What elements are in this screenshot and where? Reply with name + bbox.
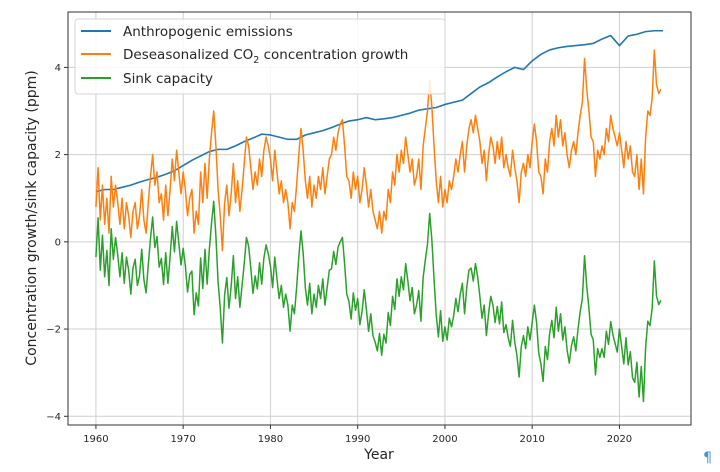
y-tick-label: 2: [55, 150, 61, 161]
axes-frame: [67, 11, 692, 426]
series-line-sink-capacity: [95, 200, 662, 403]
series-line-emissions: [95, 29, 664, 193]
x-tick-label: 1990: [345, 434, 370, 445]
x-tick-label: 1960: [83, 434, 108, 445]
pilcrow-mark: ¶: [703, 450, 712, 466]
y-tick-label: 0: [55, 237, 61, 248]
legend-label-co2-subscript: 2: [253, 55, 259, 66]
legend-label-co2-suffix: concentration growth: [259, 47, 408, 63]
x-tick-label: 2010: [519, 434, 544, 445]
legend: Anthropogenic emissions Deseasonalized C…: [74, 18, 446, 95]
x-tick-label: 1970: [170, 434, 195, 445]
x-axis-label: Year: [363, 447, 394, 463]
series-line-co2-growth: [95, 49, 662, 252]
legend-label-co2-main: Deseasonalized CO: [123, 47, 253, 63]
y-tick-label: 4: [55, 63, 61, 74]
legend-label-co2-growth: Deseasonalized CO2 concentration growth: [123, 47, 408, 66]
x-tick-label: 2020: [607, 434, 632, 445]
y-axis-label: Concentration growth/sink capacity (ppm): [24, 70, 40, 365]
legend-box: [74, 18, 446, 95]
y-tick-label: −4: [46, 412, 61, 423]
legend-label-emissions: Anthropogenic emissions: [123, 24, 293, 40]
y-tick-label: −2: [46, 325, 61, 336]
x-tick-label: 2000: [432, 434, 457, 445]
legend-label-sink: Sink capacity: [123, 71, 213, 87]
series-lines: [95, 29, 664, 403]
x-tick-label: 1980: [258, 434, 283, 445]
x-axis-ticks: 1960 1970 1980 1990 2000 2010 2020: [83, 425, 632, 445]
y-axis-ticks: −4 −2 0 2 4: [46, 63, 68, 423]
